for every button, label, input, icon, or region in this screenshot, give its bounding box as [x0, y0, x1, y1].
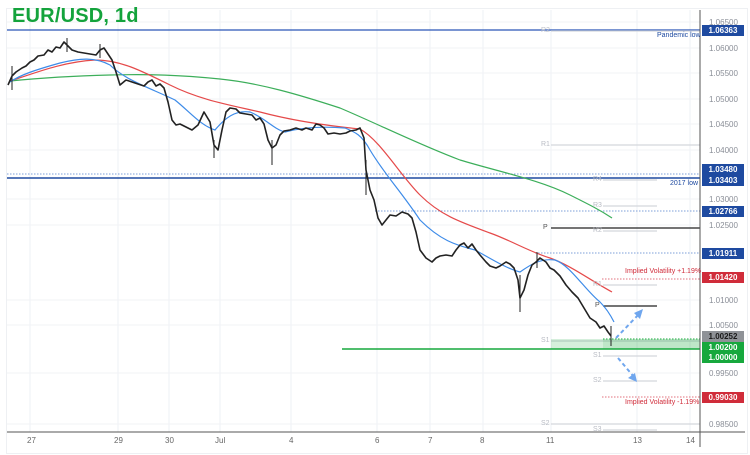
svg-text:0.99500: 0.99500 — [709, 369, 738, 378]
pivot-label-r2: R2 — [593, 227, 602, 234]
pivot-label-s2-daily: S2 — [593, 377, 602, 384]
price-tag-iv-down: 0.99030 — [702, 392, 744, 403]
pandemic-low-label: Pandemic low — [657, 32, 701, 39]
time-label: 4 — [289, 436, 294, 445]
support-zone-inner — [603, 339, 700, 349]
pivot-label-s3: S3 — [593, 426, 602, 433]
ma-long-line[interactable] — [9, 74, 613, 219]
price-axis-labels: 1.06500 1.06000 1.05500 1.05000 1.04500 … — [709, 18, 738, 429]
time-label: 13 — [633, 436, 642, 445]
pivot-label-s2-weekly: S2 — [541, 420, 550, 427]
projection-up-arrow — [615, 309, 643, 339]
svg-text:1.04500: 1.04500 — [709, 120, 738, 129]
candle-wicks — [11, 38, 612, 346]
price-tag-2017-low: 1.03403 — [702, 175, 744, 186]
svg-text:1.05000: 1.05000 — [709, 95, 738, 104]
time-label: 27 — [27, 436, 36, 445]
time-label: 8 — [480, 436, 485, 445]
time-label: 6 — [375, 436, 380, 445]
pivot-label-r2-top: R2 — [541, 27, 550, 34]
pivot-label-r4: R4 — [593, 176, 602, 183]
pivot-label-p-daily: P — [595, 302, 600, 309]
time-label: 11 — [546, 436, 555, 445]
time-label: 7 — [428, 436, 433, 445]
price-tag-parity: 1.00000 — [702, 352, 744, 363]
pivot-label-s1-daily: S1 — [593, 352, 602, 359]
time-label: 29 — [114, 436, 123, 445]
price-tag-pandemic-low: 1.06363 — [702, 25, 744, 36]
chart-title: EUR/USD, 1d — [12, 5, 139, 27]
svg-text:1.04000: 1.04000 — [709, 146, 738, 155]
ma-medium-line[interactable] — [9, 59, 613, 293]
iv-up-label: Implied Volatility +1.19% — [625, 268, 702, 275]
svg-text:0.98500: 0.98500 — [709, 420, 738, 429]
price-candles[interactable] — [7, 41, 612, 337]
pivot-lines — [551, 30, 700, 431]
svg-text:1.05500: 1.05500 — [709, 69, 738, 78]
svg-text:1.02500: 1.02500 — [709, 221, 738, 230]
time-label: 14 — [686, 436, 695, 445]
time-label: 30 — [165, 436, 174, 445]
svg-text:1.06500: 1.06500 — [709, 18, 738, 27]
price-tag-current: 1.00252 — [702, 331, 744, 342]
time-label: Jul — [215, 436, 226, 445]
price-tag-103480: 1.03480 — [702, 164, 744, 175]
pivot-label-s1-weekly: S1 — [541, 337, 550, 344]
price-tag-iv-up: 1.01420 — [702, 272, 744, 283]
svg-text:1.06000: 1.06000 — [709, 44, 738, 53]
projection-down-arrow — [617, 357, 637, 382]
horizontal-grid — [7, 21, 700, 425]
svg-text:1.01000: 1.01000 — [709, 296, 738, 305]
iv-down-label: Implied Volatility -1.19% — [625, 399, 700, 406]
price-tag-101911: 1.01911 — [702, 248, 744, 259]
svg-text:1.03000: 1.03000 — [709, 195, 738, 204]
pivot-label-r3: R3 — [593, 202, 602, 209]
pivot-label-p-weekly: P — [543, 224, 548, 231]
svg-text:1.00500: 1.00500 — [709, 321, 738, 330]
low-2017-label: 2017 low — [670, 180, 699, 187]
support-zone[interactable] — [551, 339, 700, 349]
pivot-label-r1-daily: R1 — [593, 281, 602, 288]
price-tag-100200: 1.00200 — [702, 342, 744, 353]
pivot-label-r1: R1 — [541, 141, 550, 148]
price-tag-102766: 1.02766 — [702, 206, 744, 217]
